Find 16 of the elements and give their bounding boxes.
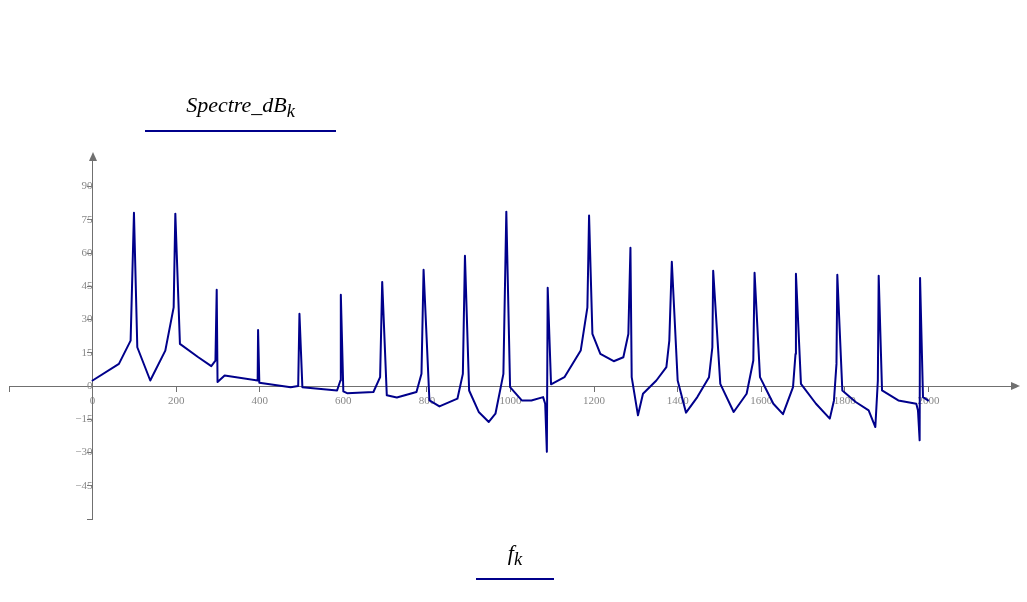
y-tick-label: 0 bbox=[87, 378, 94, 391]
x-tick-label: 600 bbox=[335, 393, 353, 406]
x-tick-label: 200 bbox=[167, 393, 185, 406]
x-tick-label: 400 bbox=[251, 393, 269, 406]
y-tick-label: −45 bbox=[75, 478, 94, 491]
y-tick-label: 75 bbox=[81, 212, 94, 225]
x-tick-label: 1200 bbox=[583, 393, 606, 406]
y-tick-label: −30 bbox=[75, 445, 94, 458]
y-axis-title: Spectre_dB$_{k}$ bbox=[145, 92, 336, 133]
y-tick-label: −15 bbox=[75, 412, 94, 425]
y-tick-label: 60 bbox=[81, 245, 94, 258]
y-tick-label: 15 bbox=[81, 345, 94, 358]
y-tick-label: 45 bbox=[81, 279, 94, 292]
y-tick-label: 30 bbox=[81, 312, 94, 325]
x-axis-title: f$_{k}$ bbox=[476, 540, 554, 581]
y-tick-label: 90 bbox=[81, 179, 94, 192]
